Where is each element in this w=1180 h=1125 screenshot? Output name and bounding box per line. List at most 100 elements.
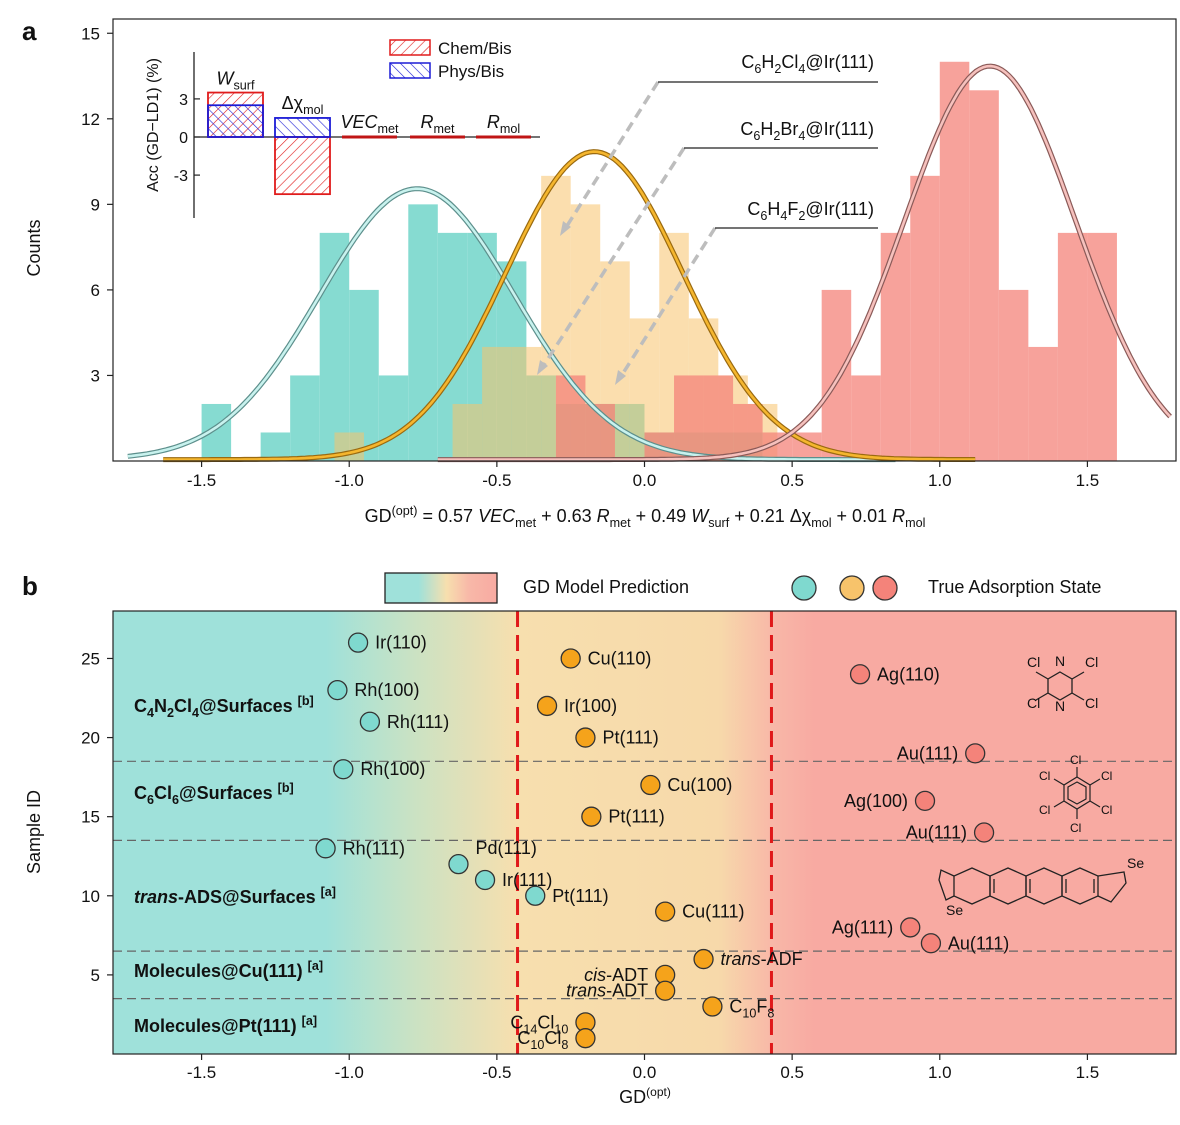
y-tick-label: 10	[81, 887, 100, 906]
x-tick-label: 0.0	[633, 471, 657, 490]
annotation-c6h2cl4-ir111: C6H2Cl4@Ir(111)	[741, 52, 874, 76]
data-point-label: Rh(111)	[387, 712, 449, 732]
data-point-teal	[525, 885, 546, 906]
y-tick-label: 15	[81, 808, 100, 827]
y-tick-label: 9	[91, 195, 100, 214]
inset-bar-phys	[207, 104, 264, 138]
data-point-label: Ag(110)	[877, 664, 940, 684]
data-point-salmon	[920, 933, 942, 954]
histogram-bar-orange	[452, 403, 483, 461]
x-tick-label: 0.5	[780, 471, 804, 490]
x-tick-label: 0.0	[633, 1063, 657, 1082]
atom-label: Cl	[1101, 803, 1112, 817]
annotation-arrows	[540, 81, 717, 379]
data-point-salmon	[914, 790, 936, 812]
data-point-salmon	[973, 822, 995, 843]
panel-b-label: b	[22, 571, 38, 601]
data-point-orange	[575, 1028, 596, 1049]
legend-state-orange-marker	[839, 575, 865, 601]
arrowhead-1	[560, 221, 571, 236]
atom-label: Cl	[1070, 753, 1081, 767]
annotation-leaders	[658, 81, 878, 229]
inset-ylabel: Acc (GD−LD1) (%)	[145, 58, 162, 192]
x-tick-label: 1.0	[928, 1063, 952, 1082]
group-label: C4N2Cl4@Surfaces [b]	[134, 694, 314, 720]
molecule-c4n2cl4-structure	[1035, 671, 1085, 701]
data-point-orange	[640, 774, 661, 796]
x-tick-label: 0.5	[780, 1063, 804, 1082]
scatter-points: Ir(110) Cu(110) Ag(110) Rh(100) Ir(100) Rh(11…	[315, 632, 1009, 1052]
data-point-label: Rh(100)	[360, 759, 425, 779]
atom-label: Cl	[1085, 695, 1098, 711]
data-point-label: Pt(111)	[552, 886, 608, 906]
atom-label: Cl	[1027, 695, 1040, 711]
data-point-teal	[347, 632, 369, 653]
annotation-arrow-3	[618, 227, 717, 379]
y-tick-label: 20	[81, 729, 100, 748]
data-point-label: Pd(111)	[475, 838, 536, 858]
histogram-bar-teal	[290, 375, 320, 461]
data-point-label: Cu(111)	[682, 902, 744, 922]
data-point-orange	[693, 948, 714, 970]
y-tick-label: 12	[81, 110, 100, 129]
histogram-bar-salmon	[1057, 232, 1088, 461]
data-point-orange	[655, 901, 676, 922]
data-point-label: Rh(111)	[343, 838, 405, 858]
atom-label: Se	[1127, 855, 1144, 871]
inset-feature-label: Rmet	[421, 112, 455, 136]
data-point-salmon	[849, 664, 871, 685]
histogram-bar-teal	[260, 432, 291, 461]
data-point-label: Ir(111)	[502, 870, 552, 890]
data-point-label: C10Cl8	[517, 1028, 568, 1052]
inset-feature-label: Δχmol	[282, 93, 324, 117]
data-point-teal	[327, 679, 348, 701]
x-tick-label: -0.5	[482, 1063, 511, 1082]
y-tick-label: 25	[81, 649, 100, 668]
data-point-label: Au(111)	[897, 743, 958, 763]
histogram-bar-salmon	[555, 375, 586, 461]
y-tick-label: 6	[91, 281, 100, 300]
inset-legend-label: Chem/Bis	[438, 39, 512, 58]
histogram-bar-teal	[378, 375, 409, 461]
group-label: Molecules@Pt(111) [a]	[134, 1014, 317, 1036]
data-point-label: Au(111)	[948, 933, 1009, 953]
group-separators	[113, 760, 1176, 1000]
threshold-lines	[516, 611, 773, 1054]
histogram-bar-salmon	[1028, 346, 1058, 461]
data-point-label: Rh(100)	[354, 680, 419, 700]
data-point-orange	[536, 695, 558, 717]
data-point-teal	[448, 853, 469, 875]
data-point-label: trans-ADT	[566, 981, 648, 1001]
inset-y-tick-label: -3	[174, 168, 188, 185]
data-point-label: Au(111)	[906, 823, 967, 843]
annotation-c6h2br4-ir111: C6H2Br4@Ir(111)	[740, 119, 874, 143]
data-point-label: C14Cl10	[510, 1012, 568, 1036]
data-point-label: Pt(111)	[602, 728, 658, 748]
histogram-bar-salmon	[851, 375, 881, 461]
data-point-label: Pt(111)	[608, 807, 664, 827]
panel-a-xlabel-formula: GD(opt) = 0.57 VECmet + 0.63 Rmet + 0.49…	[365, 504, 926, 530]
annotation-arrowheads	[537, 221, 626, 385]
inset-feature-label: Wsurf	[217, 69, 255, 93]
inset-feature-label: Rmol	[487, 112, 520, 136]
data-point-salmon	[965, 743, 986, 764]
inset-y-tick-label: 0	[179, 130, 188, 147]
inset-bars: Wsurf Δχmol VECmet Rmet Rmol	[207, 69, 531, 196]
x-tick-label: 1.0	[928, 471, 952, 490]
data-point-teal	[315, 838, 336, 859]
data-point-teal	[359, 711, 381, 732]
histogram-bar-salmon	[969, 90, 999, 462]
data-point-label: Cu(100)	[667, 775, 732, 795]
atom-label: Cl	[1070, 821, 1081, 835]
inset-y-ticks: 3 0 -3	[174, 92, 200, 185]
inset-legend-label: Phys/Bis	[438, 62, 504, 81]
x-tick-label: -1.5	[187, 1063, 216, 1082]
data-point-label: trans-ADF	[721, 949, 803, 969]
atom-label: Cl	[1039, 803, 1050, 817]
fit-curve-orange-core	[163, 150, 976, 461]
y-tick-label: 5	[91, 966, 100, 985]
molecule-c4n2cl4-atoms: Cl Cl Cl Cl N N	[1027, 653, 1098, 714]
data-point-teal	[474, 869, 496, 891]
